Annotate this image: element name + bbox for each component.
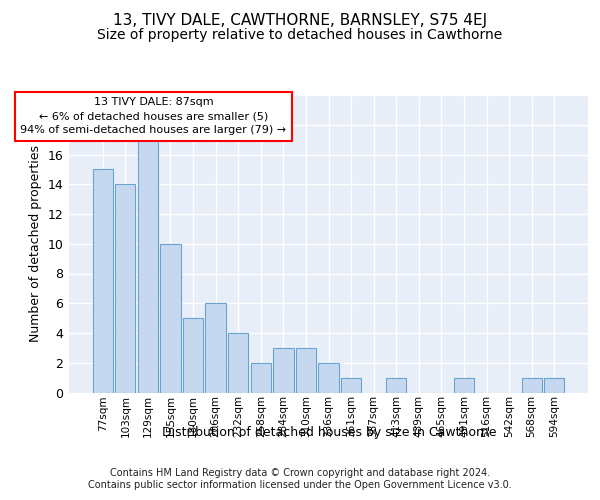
Bar [205,303,226,392]
Text: Size of property relative to detached houses in Cawthorne: Size of property relative to detached ho… [97,28,503,42]
Bar [273,348,293,393]
Y-axis label: Number of detached properties: Number of detached properties [29,145,42,342]
Bar [454,378,474,392]
Bar [341,378,361,392]
Text: 13, TIVY DALE, CAWTHORNE, BARNSLEY, S75 4EJ: 13, TIVY DALE, CAWTHORNE, BARNSLEY, S75 … [113,12,487,28]
Bar [183,318,203,392]
Bar [319,363,338,392]
Bar [521,378,542,392]
Bar [251,363,271,392]
Bar [296,348,316,393]
Text: 13 TIVY DALE: 87sqm
← 6% of detached houses are smaller (5)
94% of semi-detached: 13 TIVY DALE: 87sqm ← 6% of detached hou… [20,97,287,135]
Text: Contains public sector information licensed under the Open Government Licence v3: Contains public sector information licen… [88,480,512,490]
Text: Distribution of detached houses by size in Cawthorne: Distribution of detached houses by size … [161,426,496,439]
Bar [92,170,113,392]
Text: Contains HM Land Registry data © Crown copyright and database right 2024.: Contains HM Land Registry data © Crown c… [110,468,490,477]
Bar [115,184,136,392]
Bar [160,244,181,392]
Bar [544,378,565,392]
Bar [228,333,248,392]
Bar [138,140,158,392]
Bar [386,378,406,392]
